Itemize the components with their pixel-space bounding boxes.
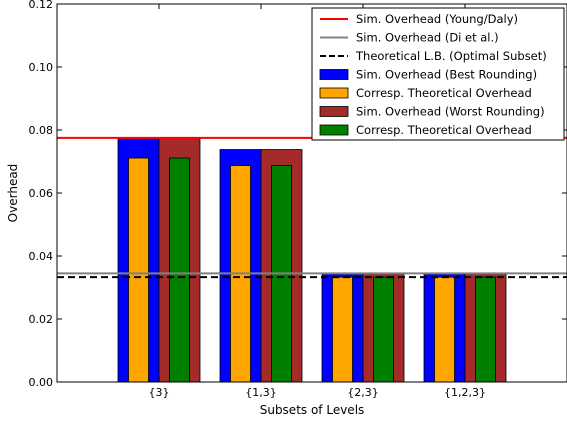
x-tick-label: {1,3} xyxy=(245,386,277,399)
bar-theoretical-best xyxy=(434,276,455,383)
y-tick-label: 0.00 xyxy=(29,376,54,389)
bar-theoretical-worst xyxy=(475,276,496,383)
bars-layer xyxy=(117,137,507,383)
bar-theoretical-worst xyxy=(169,157,190,383)
bar-theoretical-best xyxy=(332,276,353,383)
x-tick-label: {2,3} xyxy=(347,386,379,399)
y-tick-label: 0.10 xyxy=(29,61,54,74)
legend-box xyxy=(311,7,565,141)
legend-entry-label: Sim. Overhead (Best Rounding) xyxy=(356,68,537,82)
y-tick-label: 0.02 xyxy=(29,313,54,326)
y-tick-label: 0.04 xyxy=(29,250,54,263)
legend-entry-label: Theoretical L.B. (Optimal Subset) xyxy=(355,49,547,63)
legend-entry-label: Corresp. Theoretical Overhead xyxy=(356,123,532,137)
y-tick-label: 0.08 xyxy=(29,124,54,137)
legend: Sim. Overhead (Young/Daly) Sim. Overhead … xyxy=(311,7,565,141)
bar-theoretical-worst xyxy=(373,276,394,383)
x-tick-label: {1,2,3} xyxy=(444,386,486,399)
y-tick-label: 0.12 xyxy=(29,0,54,11)
x-axis-label: Subsets of Levels xyxy=(260,403,365,417)
legend-entry-label: Sim. Overhead (Di et al.) xyxy=(356,31,499,45)
bar-theoretical-best xyxy=(128,157,149,383)
y-axis-label: Overhead xyxy=(6,164,20,223)
legend-entry-label: Corresp. Theoretical Overhead xyxy=(356,86,532,100)
legend-entry-label: Sim. Overhead (Young/Daly) xyxy=(356,12,518,26)
legend-patch-swatch xyxy=(319,106,349,117)
x-tick-label: {3} xyxy=(149,386,170,399)
legend-patch-swatch xyxy=(319,124,349,136)
legend-patch-swatch xyxy=(319,87,349,99)
legend-patch-swatch xyxy=(319,69,349,80)
y-tick-label: 0.06 xyxy=(29,187,54,200)
ticks-layer: 0.00 0.02 0.04 0.06 0.08 0.10 0.12 {3} {1,3} {2,3… xyxy=(29,0,567,399)
legend-entry-label: Sim. Overhead (Worst Rounding) xyxy=(356,105,545,119)
